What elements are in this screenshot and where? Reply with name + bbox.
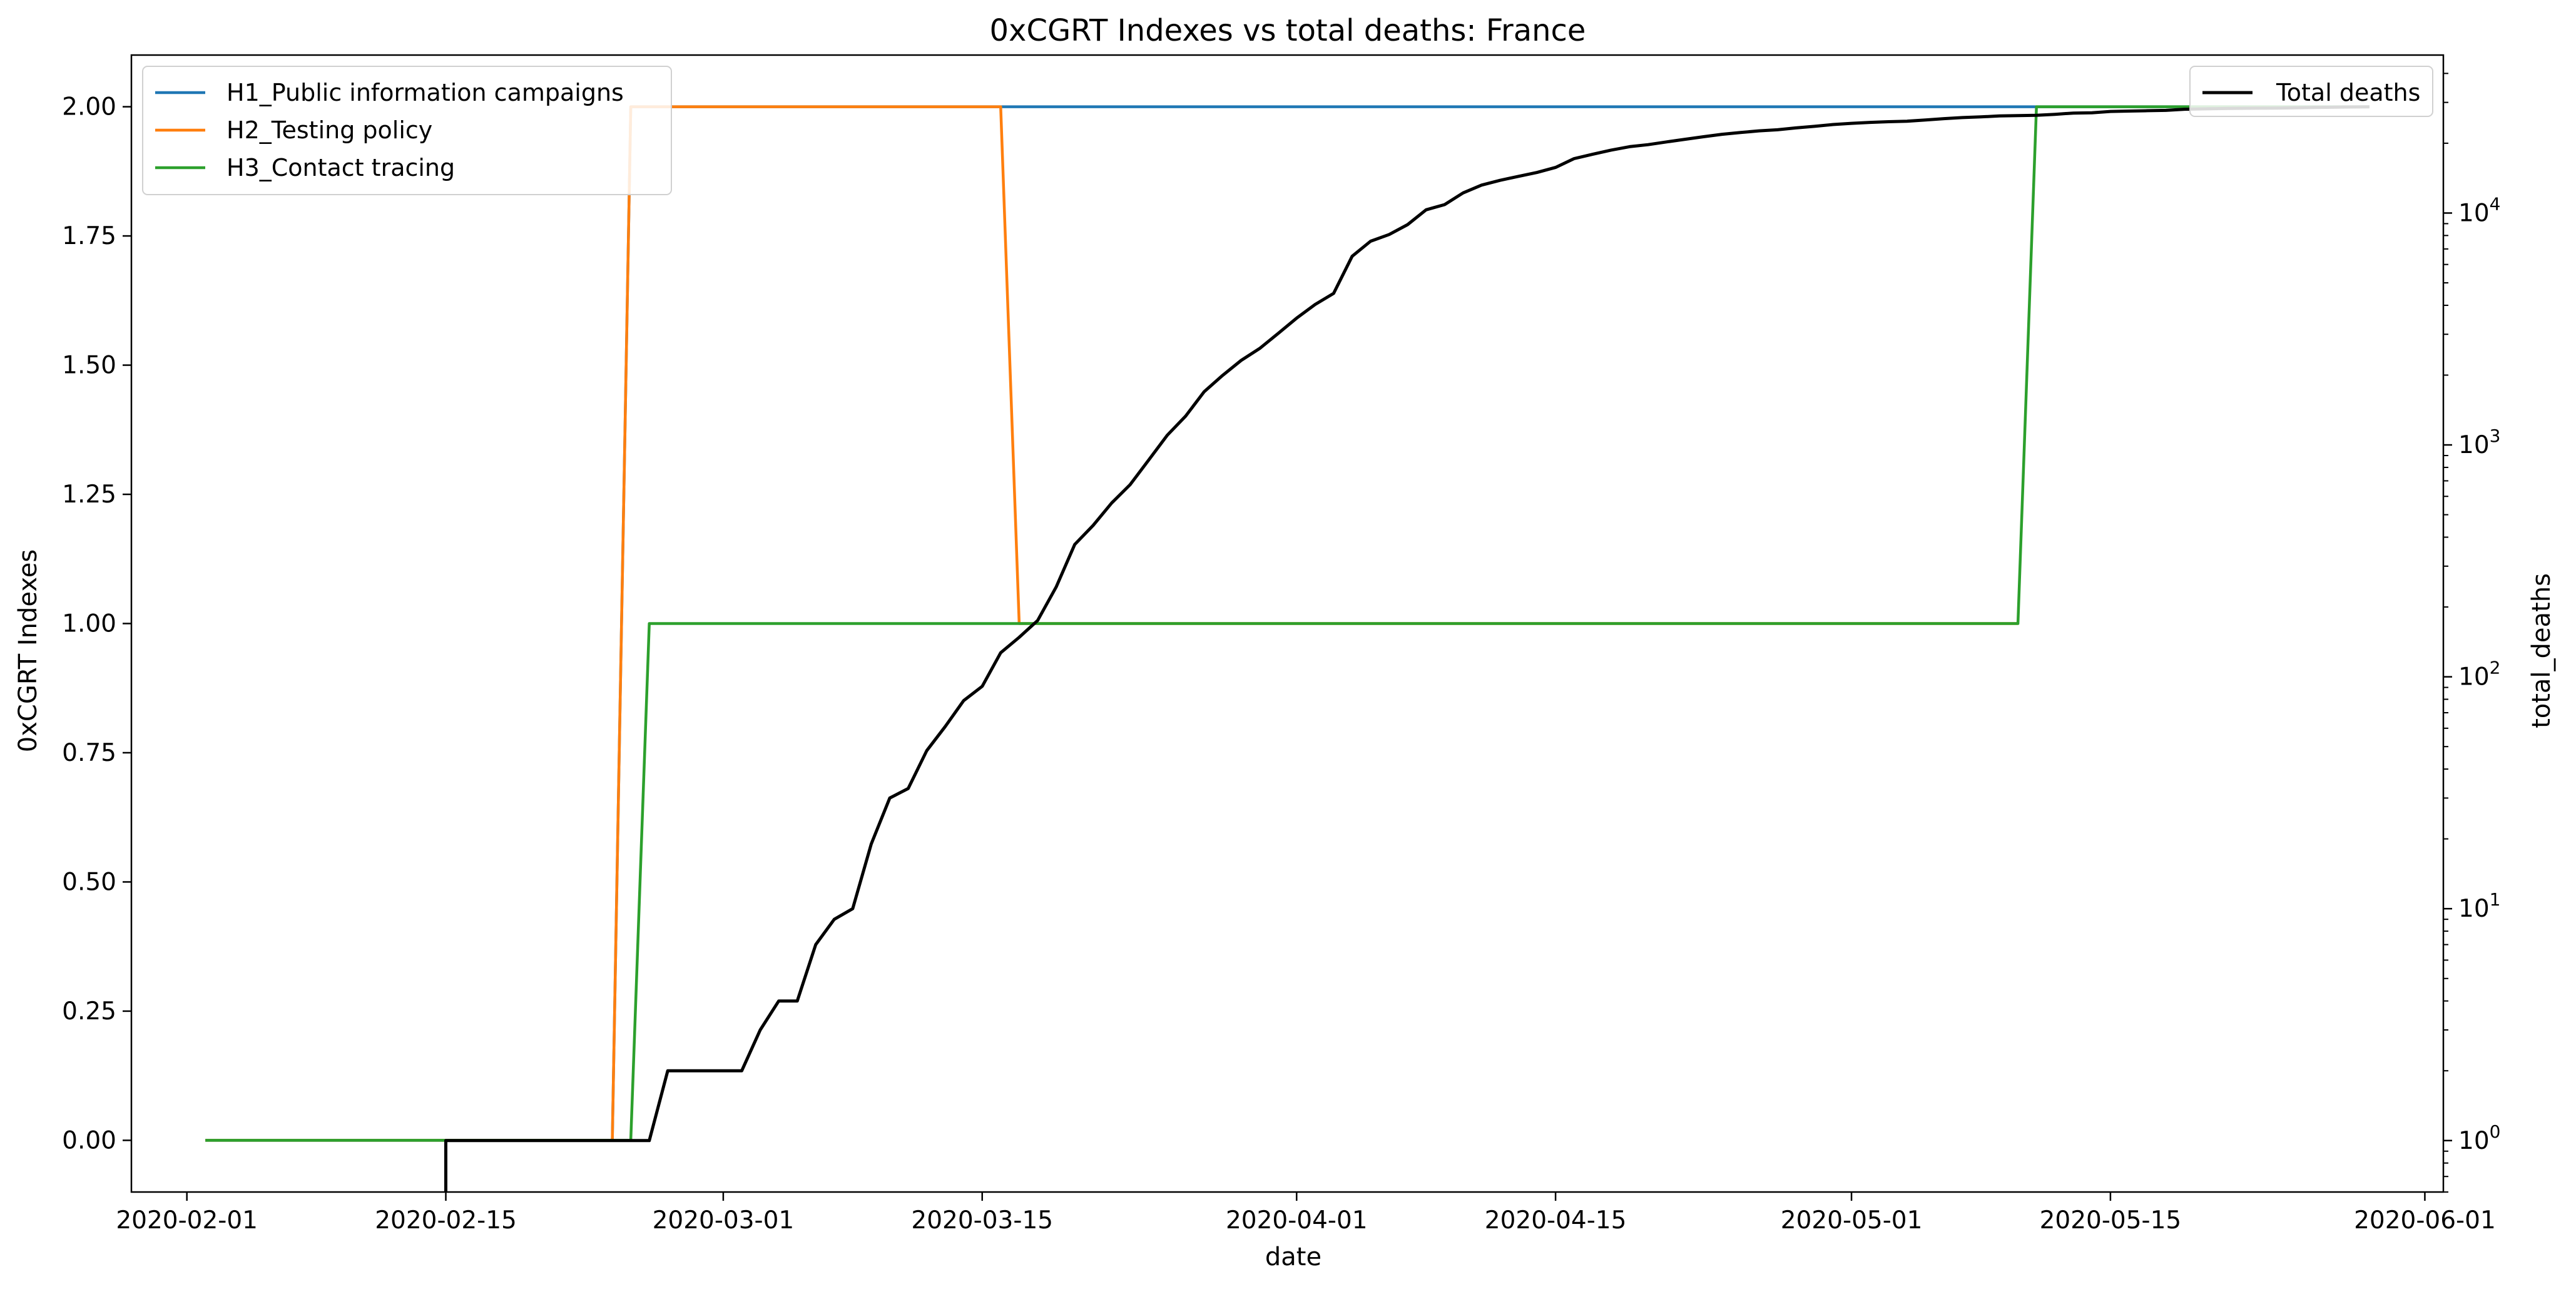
series-line-4 [444,105,2370,1192]
x-tick-label: 2020-05-01 [1781,1206,1923,1235]
y-left-tick-label: 1.50 [62,352,116,380]
plot-frame [130,54,2445,1193]
y-left-tick-label: 1.75 [62,222,116,250]
x-axis-label: date [1265,1243,1321,1271]
chart-title: 0xCGRT Indexes vs total deaths: France [990,13,1586,48]
y-left-tick-label: 0.75 [62,739,116,767]
x-tick-label: 2020-06-01 [2354,1206,2496,1235]
y-left-tick-label: 2.00 [62,93,116,121]
x-tick-label: 2020-03-15 [911,1206,1053,1235]
x-tick-label: 2020-05-15 [2040,1206,2182,1235]
legend-label: H2_Testing policy [227,116,432,144]
legend-left-box [142,66,672,195]
y-left-tick-label: 1.25 [62,481,116,509]
legend-label: Total deaths [2276,79,2420,106]
y-left-tick-label: 0.00 [62,1126,116,1154]
x-tick-label: 2020-04-01 [1226,1206,1368,1235]
legend-right-box [2189,66,2433,117]
legend-right: Total deaths [2189,66,2433,117]
plot-area: 2020-02-01 2020-02-15 2020-03-01 2020-03-15… [62,54,2500,1235]
legend-label: H3_Contact tracing [227,154,455,181]
x-tick-label: 2020-04-15 [1485,1206,1627,1235]
x-tick-label: 2020-02-15 [375,1206,517,1235]
legend-left: H1_Public information campaigns H2_Testin… [142,66,672,195]
x-tick-label: 2020-03-01 [653,1206,795,1235]
y-axis-left-label: 0xCGRT Indexes [14,549,43,752]
y-right-tick-label: 102 [2458,658,2500,691]
y-right-tick-label: 101 [2458,889,2500,923]
x-tick-label: 2020-02-01 [116,1206,258,1235]
y-left-tick-label: 0.50 [62,868,116,896]
y-right-tick-label: 104 [2458,193,2500,227]
y-left-tick-label: 0.25 [62,997,116,1026]
legend-label: H1_Public information campaigns [227,79,624,106]
y-axis-right-label: total_deaths [2527,573,2556,728]
y-right-tick-label: 100 [2458,1121,2500,1155]
y-right-tick-label: 103 [2458,425,2500,459]
y-left-tick-label: 1.00 [62,610,116,638]
series-group [205,105,2370,1192]
